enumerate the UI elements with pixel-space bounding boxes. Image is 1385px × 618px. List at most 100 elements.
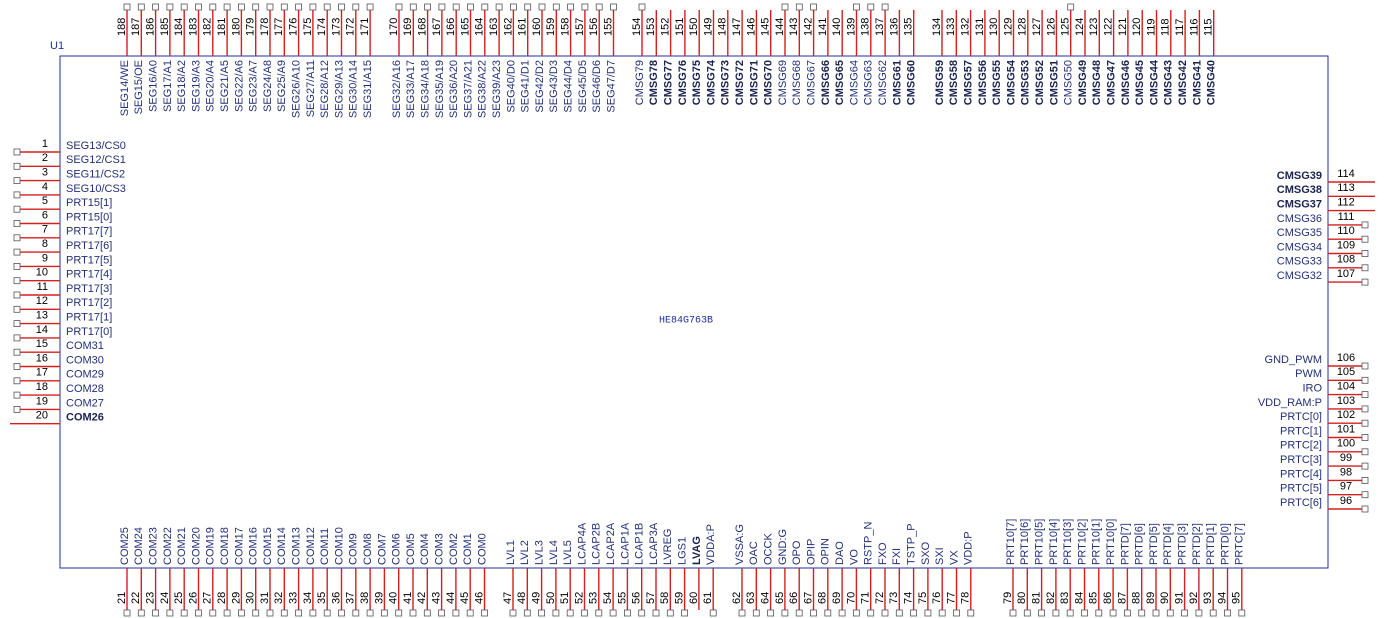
pin-name: COM27 xyxy=(66,397,104,409)
pin-name: CMSG65 xyxy=(834,60,846,105)
pin-number: 24 xyxy=(159,592,171,604)
pin-end xyxy=(13,348,21,356)
pin-end xyxy=(881,3,889,11)
pin-end xyxy=(13,305,21,313)
pin-end xyxy=(595,3,603,11)
pin-number: 74 xyxy=(903,592,915,604)
pin-name: CMSG50 xyxy=(1063,60,1075,105)
pin-number: 86 xyxy=(1102,592,1114,604)
pin-name: SEG11/CS2 xyxy=(66,169,125,181)
pin-name: CMSG32 xyxy=(1277,270,1322,282)
pin-number: 152 xyxy=(660,18,672,36)
pin-end xyxy=(152,609,160,617)
pin-end xyxy=(1052,609,1060,617)
pin-name: IRO xyxy=(1302,383,1322,395)
pin-end xyxy=(538,3,546,11)
pin-name: COM30 xyxy=(66,354,104,366)
pin-name: COM19 xyxy=(205,527,217,565)
pin-name: SEG13/CS0 xyxy=(66,140,126,152)
pin-number: 138 xyxy=(860,18,872,36)
pin-number: 52 xyxy=(573,592,585,604)
pin-name: PRTD[6] xyxy=(1134,523,1146,565)
pin-number: 121 xyxy=(1117,18,1129,36)
pin-end xyxy=(166,609,174,617)
pin-end xyxy=(423,609,431,617)
pin-end xyxy=(1124,609,1131,617)
pin-number: 18 xyxy=(36,381,48,393)
pin-end xyxy=(523,609,531,617)
pin-number: 125 xyxy=(1060,18,1072,36)
pin-number: 68 xyxy=(817,592,829,604)
pin-name: LCAP2A xyxy=(605,522,617,565)
pin-number: 117 xyxy=(1174,18,1186,36)
pin-name: DAO xyxy=(834,541,846,565)
pin-end xyxy=(366,3,374,11)
pin-name: COM26 xyxy=(66,412,104,424)
pin-number: 50 xyxy=(545,592,557,604)
pin-name: COM5 xyxy=(405,533,417,565)
pin-name: SEG30/A14 xyxy=(348,60,360,118)
pin-end xyxy=(13,334,21,342)
pin-end xyxy=(180,609,188,617)
pin-name: SEG27/A11 xyxy=(305,60,317,117)
pin-number: 1 xyxy=(42,138,48,150)
pin-end xyxy=(13,320,21,328)
pin-name: CMSG53 xyxy=(1020,60,1032,105)
pin-number: 27 xyxy=(202,592,214,604)
pin-end xyxy=(1361,419,1369,427)
pin-name: PRTD[4] xyxy=(1162,523,1174,565)
pin-name: PRTC[6] xyxy=(1280,497,1322,509)
pin-number: 87 xyxy=(1116,592,1128,604)
pin-name: COM25 xyxy=(119,527,131,565)
pin-end xyxy=(13,391,21,399)
pin-end xyxy=(709,609,717,617)
pin-number: 177 xyxy=(273,18,285,36)
pin-number: 169 xyxy=(402,18,414,36)
pin-number: 51 xyxy=(559,592,571,604)
pin-name: CMSG49 xyxy=(1077,60,1089,105)
pin-end xyxy=(566,609,574,617)
pin-end xyxy=(681,609,688,617)
pin-end xyxy=(509,3,517,11)
ic-body xyxy=(59,55,1329,569)
pin-name: COM14 xyxy=(276,527,288,565)
pin-name: PRT17[1] xyxy=(66,312,112,324)
pin-name: LVL4 xyxy=(548,540,560,565)
pin-name: SEG44/D4 xyxy=(563,60,575,113)
pin-name: PWM xyxy=(1295,368,1322,380)
pin-end xyxy=(380,609,388,617)
pin-number: 12 xyxy=(36,295,48,307)
pin-name: SEG15/OE xyxy=(133,60,145,114)
pin-name: SEG21/A5 xyxy=(219,60,231,112)
pin-name: LCAP1A xyxy=(619,522,631,565)
pin-end xyxy=(1361,264,1369,272)
pin-number: 180 xyxy=(230,18,242,36)
pin-number: 67 xyxy=(802,592,814,604)
pin-name: SEG39/A23 xyxy=(491,60,503,118)
pin-number: 122 xyxy=(1103,18,1115,36)
pin-name: COM1 xyxy=(462,533,474,565)
pin-number: 73 xyxy=(888,592,900,604)
pin-name: COM22 xyxy=(162,527,174,565)
pin-name: CMSG62 xyxy=(877,60,889,105)
pin-name: LVL3 xyxy=(534,540,546,565)
pin-name: CMSG58 xyxy=(948,60,960,105)
pin-end xyxy=(209,609,217,617)
pin-name: VO xyxy=(848,549,860,565)
pin-name: CMSG34 xyxy=(1277,241,1322,253)
pin-number: 141 xyxy=(817,18,829,36)
pin-end xyxy=(1009,609,1017,617)
pin-number: 109 xyxy=(1337,239,1355,251)
pin-name: CMSG41 xyxy=(1191,60,1203,105)
pin-end xyxy=(466,609,474,617)
pin-end xyxy=(323,609,331,617)
pin-number: 165 xyxy=(459,18,471,36)
pin-number: 182 xyxy=(202,18,214,36)
pin-end xyxy=(781,609,789,617)
pin-end xyxy=(1023,609,1031,617)
pin-number: 166 xyxy=(445,18,457,36)
pin-number: 44 xyxy=(445,592,457,604)
pin-number: 149 xyxy=(702,18,714,36)
pin-end xyxy=(1067,3,1075,11)
